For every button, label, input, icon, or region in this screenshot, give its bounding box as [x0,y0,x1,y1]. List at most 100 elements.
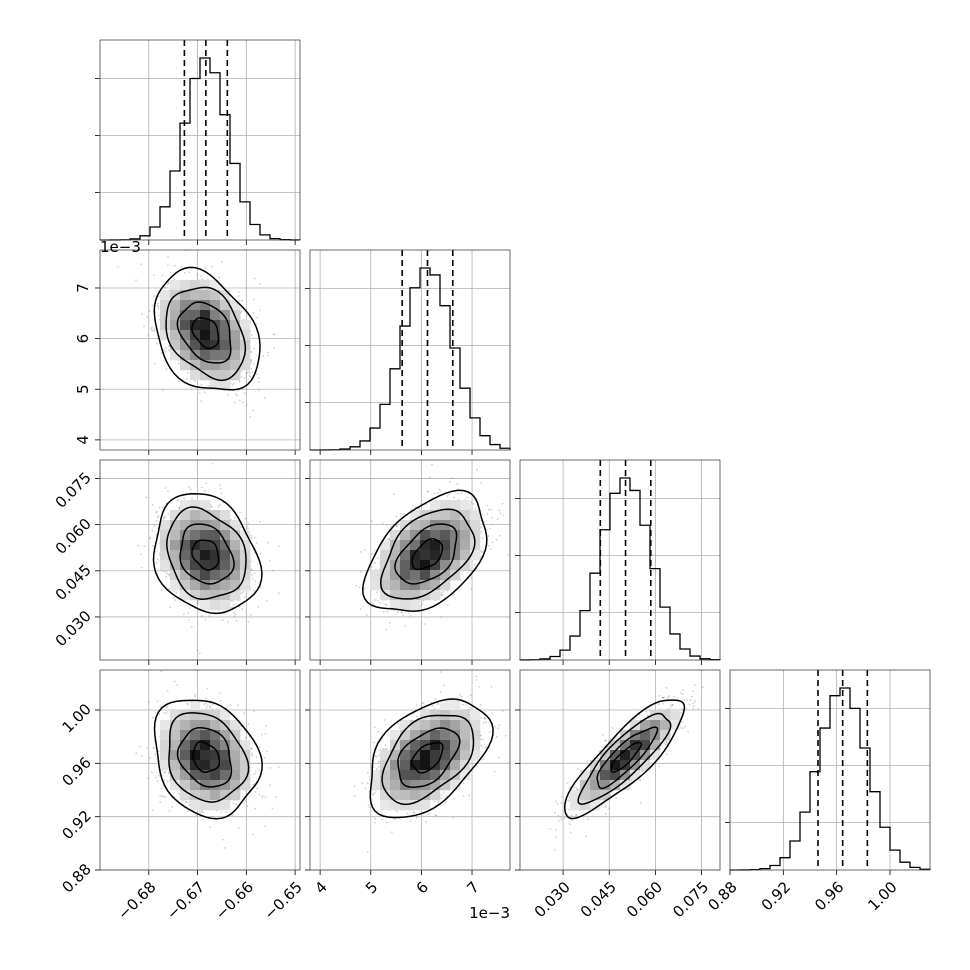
sample-point [169,606,171,609]
sample-point [147,777,149,780]
sample-point [165,705,167,708]
sample-point [480,530,483,533]
density-cell [460,530,471,541]
contour-2sigma [153,266,261,391]
density-cell [180,280,191,291]
density-cell [180,300,191,311]
density-cell [210,740,221,751]
sample-point [155,511,157,514]
sample-point [606,747,609,750]
sample-point [157,515,160,518]
sample-point [474,507,477,510]
density-cell [180,340,191,351]
density-cell [210,530,221,541]
sample-point [166,706,169,708]
sample-point [250,560,253,563]
density-cell [590,790,601,801]
sample-point [481,746,484,749]
sample-point [688,703,691,706]
y-tick-label: 0.92 [58,807,94,843]
sample-point [258,389,261,391]
density-cell [380,780,391,791]
sample-point [249,613,252,616]
sample-point [171,806,173,809]
sample-point [239,511,242,514]
density-cell [180,560,191,571]
density-cell [190,790,201,801]
sample-point [692,702,695,705]
sample-point [196,649,199,652]
sample-point [242,401,245,404]
contour-1sigma [394,523,458,585]
sample-point [374,817,377,820]
density-cell [210,300,221,311]
density-cell [170,570,181,581]
density-cell [420,730,431,741]
density-cell [380,540,391,551]
density-cell [170,720,181,731]
density-cell [190,290,201,301]
sample-point [167,588,170,590]
sample-point [376,591,378,594]
sample-point [491,517,494,520]
sample-point [216,809,218,812]
density-cell [190,320,201,331]
sample-point [166,573,168,575]
sample-point [608,807,611,810]
sample-point [499,512,502,515]
sample-point [251,573,253,576]
sample-point [231,814,234,816]
contour-1.5sigma [381,714,475,806]
sample-point [662,702,665,705]
sample-point [416,715,419,718]
sample-point [167,513,170,516]
density-cell [390,800,401,811]
sample-point [167,771,170,774]
sample-point [160,352,163,354]
sample-point [417,508,420,510]
density-cell [160,730,171,741]
sample-point [156,558,159,561]
panels [95,39,931,875]
sample-point [378,601,381,604]
density-cell [240,330,251,341]
density-cell [450,730,461,741]
sample-point [386,610,389,613]
sample-point [384,744,387,747]
sample-point [164,771,167,774]
sample-point [225,811,228,814]
sample-point [485,721,487,723]
y-tick-label: 0.060 [52,515,95,558]
density-cell [400,590,411,601]
sample-point [481,738,484,741]
sample-point [165,712,168,715]
density-cell [200,310,211,321]
density-cell [640,730,651,741]
density-cell [440,570,451,581]
density-cell [220,790,231,801]
sample-point [505,734,507,737]
density-cell [380,790,391,801]
x-tick-label: −0.65 [261,878,306,923]
sample-point [182,613,185,616]
sample-point [250,367,252,370]
sample-point [212,703,215,706]
sample-point [208,706,211,709]
histogram-p3 [729,687,931,871]
sample-point [255,322,258,325]
sample-point [197,603,199,606]
sample-point [158,506,161,509]
sample-point [420,503,423,505]
sample-point [584,835,587,838]
density-cell [160,530,171,541]
density-cell [420,790,431,801]
sample-point [164,286,167,289]
hist-panel-p2 [515,459,721,665]
sample-point [433,492,436,495]
density-cell [230,770,241,781]
density-cell [420,520,431,531]
sample-point [211,816,213,818]
density-cell [180,580,191,591]
sample-point [190,625,193,628]
density-cell [200,330,211,341]
